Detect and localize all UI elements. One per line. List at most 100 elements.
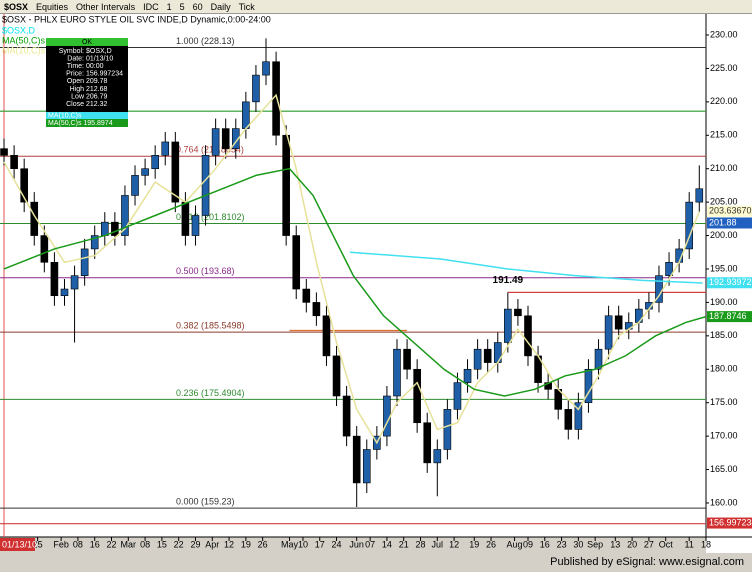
candle-body xyxy=(191,215,200,236)
fib-label: 0.236 (175.4904) xyxy=(176,388,245,398)
candle-body xyxy=(423,422,432,464)
candle-body xyxy=(121,195,129,236)
candle-body xyxy=(221,128,230,149)
candle-body xyxy=(201,155,210,216)
x-tick-label: Feb xyxy=(53,539,69,549)
x-tick-label: 26 xyxy=(486,539,496,549)
candle-body xyxy=(100,221,109,236)
x-tick-label: 22 xyxy=(107,539,117,549)
toolbar-item[interactable]: Tick xyxy=(238,1,255,12)
candle-body xyxy=(383,395,391,437)
candle-body xyxy=(524,315,532,357)
price-label-bg xyxy=(707,311,752,323)
chart: $OSX - PHLX EURO STYLE OIL SVC INDE,D Dy… xyxy=(0,14,752,553)
y-tick-label: 200.00 xyxy=(710,230,738,240)
toolbar-item[interactable]: Other Intervals xyxy=(76,1,136,12)
candle-body xyxy=(231,128,240,149)
x-tick-label: 26 xyxy=(258,539,268,549)
info-label: High xyxy=(70,86,85,93)
toolbar-item[interactable]: Daily xyxy=(210,1,231,12)
x-tick-label: Oct xyxy=(659,539,674,549)
y-tick-label: 215.00 xyxy=(710,130,738,140)
y-tick-label: 185.00 xyxy=(710,330,738,340)
legend-entry: MA(50,C)s xyxy=(2,35,46,45)
y-tick-label: 195.00 xyxy=(710,263,738,273)
info-label: Low xyxy=(71,93,85,100)
candle-body xyxy=(10,155,18,170)
toolbar-item[interactable]: 1 xyxy=(166,1,172,12)
x-tick-label: 28 xyxy=(416,539,426,549)
info-ma50: MA(50,C)s 195.8974 xyxy=(48,120,113,127)
candle-body xyxy=(131,175,139,196)
candle-body xyxy=(332,355,341,397)
y-tick-label: 180.00 xyxy=(710,364,738,374)
candle-body xyxy=(362,449,371,484)
x-tick-label: 08 xyxy=(140,539,150,549)
toolbar-item[interactable]: IDC xyxy=(143,1,159,12)
x-tick-label: 19 xyxy=(241,539,251,549)
x-tick-label: 16 xyxy=(90,539,100,549)
x-tick-label: Jul xyxy=(432,539,444,549)
x-tick-label: 12 xyxy=(449,539,459,549)
candle-body xyxy=(564,409,573,430)
candle-body xyxy=(443,409,452,450)
price-label: 192.93972 xyxy=(709,277,752,287)
indicator-line xyxy=(349,251,703,284)
legend-entry: MA(10,C)s xyxy=(2,45,46,55)
candle-body xyxy=(282,134,290,236)
candle-body xyxy=(322,315,331,357)
x-tick-label: 17 xyxy=(315,539,325,549)
info-label: Close xyxy=(66,101,84,108)
price-label-bg xyxy=(707,205,752,217)
x-tick-label: Sep xyxy=(587,539,603,549)
candle-body xyxy=(0,148,8,156)
x-tick-label: 12 xyxy=(224,539,234,549)
candle-body xyxy=(151,155,159,170)
info-value: 212.32 xyxy=(86,101,108,108)
candle-body xyxy=(594,348,603,370)
candle-body xyxy=(433,449,442,464)
candle-body xyxy=(312,302,321,317)
info-label: Date: xyxy=(67,55,84,62)
candle-body xyxy=(352,435,361,484)
candle-body xyxy=(685,201,694,250)
toolbar-item[interactable]: Equities xyxy=(36,1,69,12)
info-label: Symbol: xyxy=(59,48,84,55)
info-header-bg xyxy=(46,38,128,46)
candle-body xyxy=(40,235,49,263)
candle-body xyxy=(60,288,69,297)
y-tick-label: 220.00 xyxy=(710,96,738,106)
info-value: 206.79 xyxy=(86,93,108,100)
info-value: 00:00 xyxy=(86,63,104,70)
candle-body xyxy=(574,402,583,430)
footer: Published by eSignal: www.esignal.com xyxy=(0,553,752,572)
candle-body xyxy=(695,188,704,203)
x-tick-label: 18 xyxy=(701,539,711,549)
candle-body xyxy=(50,261,59,297)
fib-label: 0.382 (185.5498) xyxy=(176,321,245,331)
candle-body xyxy=(20,168,28,203)
toolbar-item[interactable]: 5 xyxy=(179,1,185,12)
info-value: 209.78 xyxy=(86,78,108,85)
x-tick-label: 23 xyxy=(557,539,567,549)
fib-label: 1.000 (228.13) xyxy=(176,36,235,46)
y-tick-label: 230.00 xyxy=(710,29,738,39)
candle-body xyxy=(161,141,170,156)
toolbar-item[interactable]: 60 xyxy=(192,1,203,12)
candle-body xyxy=(403,348,411,370)
price-label-bg xyxy=(707,277,752,289)
indicator-line xyxy=(3,93,700,445)
candle-body xyxy=(262,61,270,76)
y-tick-label: 175.00 xyxy=(710,397,738,407)
x-tick-label: Aug xyxy=(507,539,523,549)
candle-body xyxy=(141,168,149,176)
info-value: 156.997234 xyxy=(86,71,123,78)
x-tick-label: 25 xyxy=(33,539,43,549)
x-tick-label: 13 xyxy=(610,539,620,549)
candle-body xyxy=(504,308,512,343)
candle-body xyxy=(453,382,462,410)
candle-body xyxy=(302,288,311,303)
candle-body xyxy=(30,201,39,236)
x-tick-label: 30 xyxy=(573,539,583,549)
symbol[interactable]: $OSX xyxy=(4,1,29,12)
